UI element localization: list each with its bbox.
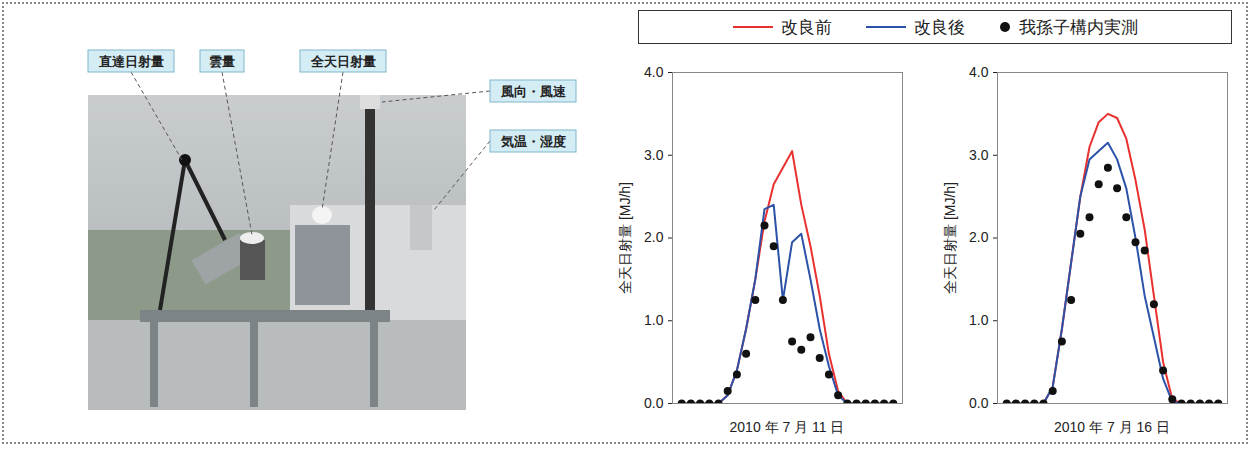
svg-text:3.0: 3.0 xyxy=(969,147,989,163)
svg-text:全天日射量: 全天日射量 xyxy=(310,54,376,69)
svg-text:2.0: 2.0 xyxy=(644,229,664,245)
svg-text:3.0: 3.0 xyxy=(644,147,664,163)
html-text:改良後: 改良後 xyxy=(913,17,965,37)
svg-text:1.0: 1.0 xyxy=(969,312,989,328)
html-text:改良前: 改良前 xyxy=(780,17,832,37)
svg-text:4.0: 4.0 xyxy=(644,64,664,80)
svg-text:雲量: 雲量 xyxy=(209,54,235,69)
svg-text:0.0: 0.0 xyxy=(969,395,989,411)
html-text:2010 年 7 月 11 日: 2010 年 7 月 11 日 xyxy=(729,419,845,435)
html-text:我孫子構内実測: 我孫子構内実測 xyxy=(1018,17,1138,37)
svg-text:1.0: 1.0 xyxy=(644,312,664,328)
svg-text:風向・風速: 風向・風速 xyxy=(500,84,567,99)
html-text:2010 年 7 月 16 日: 2010 年 7 月 16 日 xyxy=(1054,419,1170,435)
svg-text:直達日射量: 直達日射量 xyxy=(98,54,164,69)
svg-text:全天日射量 [MJ/h]: 全天日射量 [MJ/h] xyxy=(617,182,633,294)
svg-text:気温・湿度: 気温・湿度 xyxy=(500,134,566,149)
svg-text:2.0: 2.0 xyxy=(969,229,989,245)
svg-text:0.0: 0.0 xyxy=(644,395,664,411)
svg-text:4.0: 4.0 xyxy=(969,64,989,80)
svg-text:全天日射量 [MJ/h]: 全天日射量 [MJ/h] xyxy=(942,182,958,294)
